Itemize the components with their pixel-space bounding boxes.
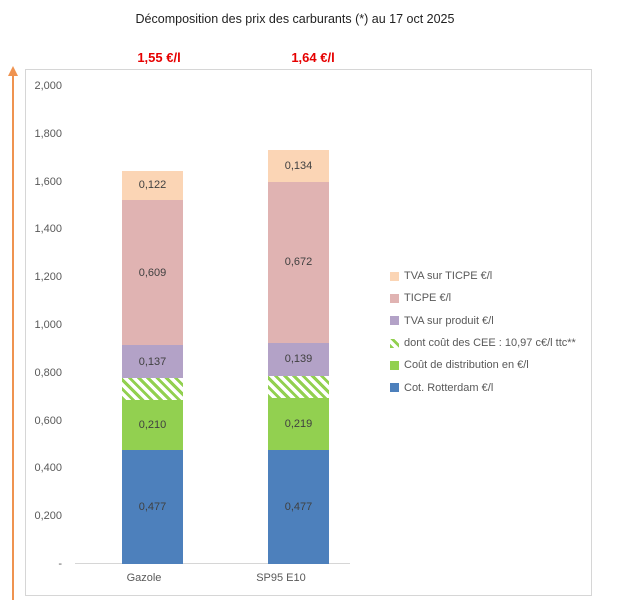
legend-label: Cot. Rotterdam €/l <box>404 381 494 394</box>
legend-item-tva-produit: TVA sur produit €/l <box>390 310 576 332</box>
legend-item-rotterdam: Cot. Rotterdam €/l <box>390 376 576 398</box>
y-axis-tick-label: 0,800 <box>34 366 62 379</box>
bar-segment-distribution <box>268 397 329 450</box>
legend-item-ticpe: TICPE €/l <box>390 287 576 309</box>
bar-segment-value-label: 0,609 <box>138 266 167 279</box>
bar-segment-tva-produit <box>122 345 183 379</box>
legend-label: TICPE €/l <box>404 292 452 305</box>
legend-swatch-tva-ticpe <box>390 271 399 281</box>
bar-segment-ticpe <box>268 182 329 343</box>
bar-segment-value-label: 0,134 <box>284 160 313 173</box>
bar-segment-tva-produit <box>268 342 329 376</box>
y-axis-tick-label: 0,600 <box>34 414 62 427</box>
bar-segment-value-label: 0,137 <box>138 355 167 368</box>
bar-segment-tva-ticpe <box>268 150 329 183</box>
bar-segment-ticpe <box>122 199 183 346</box>
y-axis-arrow-head-icon <box>8 66 18 76</box>
legend-swatch-ticpe <box>390 293 399 303</box>
y-axis-tick-label: 1,200 <box>34 271 62 284</box>
x-axis-category-label: Gazole <box>126 572 162 584</box>
bar-segment-distribution <box>122 399 183 450</box>
y-axis-tick-label: 1,800 <box>34 127 62 140</box>
legend-swatch-rotterdam <box>390 383 399 393</box>
y-axis-tick-label: 2,000 <box>34 80 62 92</box>
bar-segment-rotterdam <box>122 449 183 564</box>
legend-swatch-distribution <box>390 360 399 370</box>
y-axis-tick-label: 0,200 <box>34 510 62 523</box>
legend-label: TVA sur produit €/l <box>404 314 494 327</box>
legend-swatch-cee <box>390 338 399 348</box>
bar-segment-value-label: 0,477 <box>284 500 313 513</box>
total-price-label: 1,55 €/l <box>137 50 181 65</box>
x-axis-line <box>75 563 350 564</box>
y-axis-tick-label: 1,400 <box>34 223 62 236</box>
bar-segment-value-label: 0,139 <box>284 353 313 366</box>
legend-item-tva-ticpe: TVA sur TICPE €/l <box>390 265 576 287</box>
bar-segment-cee <box>122 378 183 400</box>
bar-segment-tva-ticpe <box>122 170 183 200</box>
bar-segment-value-label: 0,219 <box>284 417 313 430</box>
bar-segment-value-label: 0,122 <box>138 179 167 192</box>
y-axis-arrow-line <box>12 76 14 600</box>
bar-segment-rotterdam <box>268 449 329 564</box>
chart-title: Décomposition des prix des carburants (*… <box>135 12 455 26</box>
bar-segment-value-label: 0,672 <box>284 256 313 269</box>
total-price-label: 1,64 €/l <box>291 50 335 65</box>
legend-label: TVA sur TICPE €/l <box>404 270 493 283</box>
legend-label: Coût de distribution en €/l <box>404 359 529 372</box>
legend-swatch-tva-produit <box>390 316 399 326</box>
legend-item-cee: dont coût des CEE : 10,97 c€/l ttc** <box>390 332 576 354</box>
x-axis-category-label: SP95 E10 <box>256 572 306 584</box>
bar-segment-value-label: 0,477 <box>138 500 167 513</box>
bar-segment-value-label: 0,210 <box>138 418 167 431</box>
y-axis-tick-label: 1,600 <box>34 175 62 188</box>
chart-legend: TVA sur TICPE €/l TICPE €/l TVA sur produi… <box>390 265 576 399</box>
legend-item-distribution: Coût de distribution en €/l <box>390 354 576 376</box>
y-axis-tick-label: 0,400 <box>34 462 62 475</box>
bar-segment-cee <box>268 375 329 398</box>
y-axis-tick-label: 1,000 <box>34 319 62 331</box>
y-axis-tick-label: - <box>58 558 62 570</box>
legend-label: dont coût des CEE : 10,97 c€/l ttc** <box>404 337 576 350</box>
